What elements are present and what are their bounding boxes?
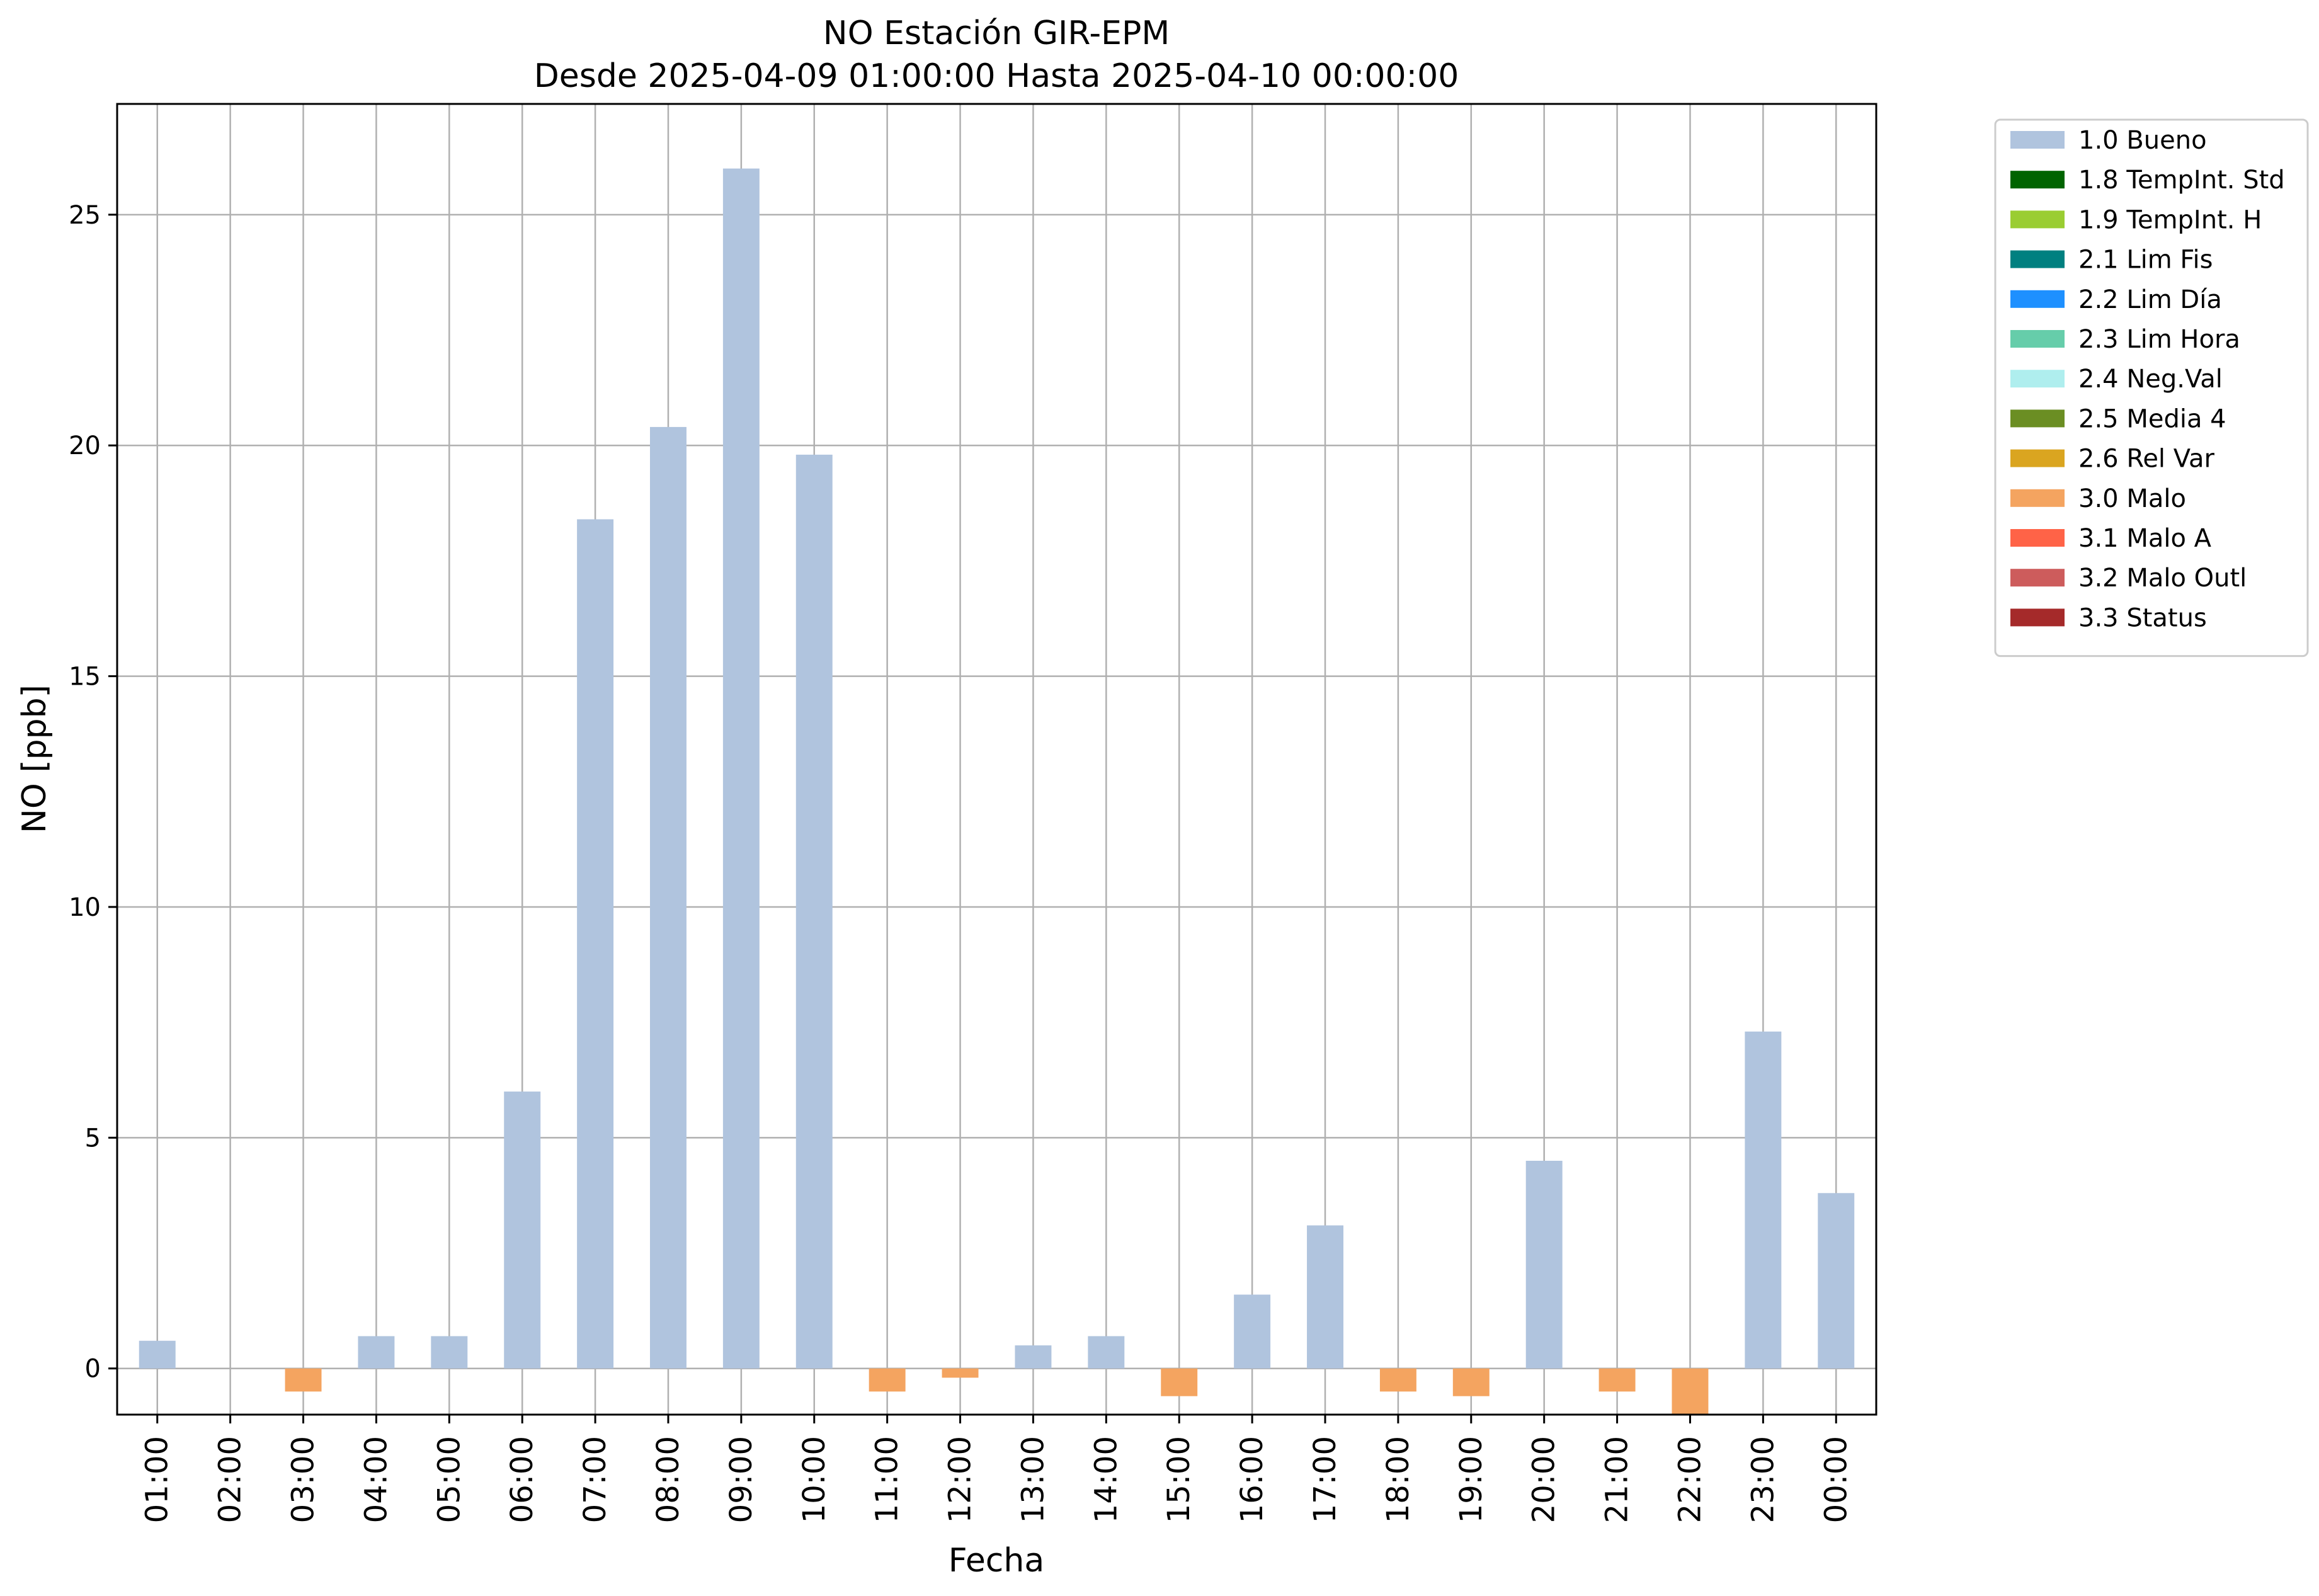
legend-label: 2.6 Rel Var bbox=[2078, 445, 2215, 474]
legend-swatch bbox=[2010, 370, 2065, 388]
chart-title: NO Estación GIR-EPM bbox=[823, 14, 1170, 52]
x-tick-label: 09:00 bbox=[724, 1436, 759, 1523]
x-axis-ticks: 01:00 02:00 03:00 04:00 05:00 06:00 07:00 08:00… bbox=[140, 1415, 1854, 1523]
bar-1300 bbox=[1015, 1345, 1052, 1369]
bar-1400 bbox=[1088, 1336, 1125, 1369]
bar-2000 bbox=[1525, 1160, 1563, 1369]
x-tick-label: 14:00 bbox=[1088, 1436, 1124, 1523]
x-tick-label: 15:00 bbox=[1161, 1436, 1197, 1523]
bar-0400 bbox=[358, 1336, 395, 1369]
legend-label: 1.0 Bueno bbox=[2078, 126, 2207, 155]
bar-0500 bbox=[431, 1336, 468, 1369]
y-tick-label: 15 bbox=[69, 663, 101, 692]
x-tick-label: 21:00 bbox=[1600, 1436, 1635, 1523]
legend-frame bbox=[1994, 118, 2309, 658]
x-tick-label: 16:00 bbox=[1234, 1436, 1270, 1523]
x-tick-label: 08:00 bbox=[651, 1436, 686, 1523]
x-tick-label: 03:00 bbox=[286, 1436, 321, 1523]
x-tick-label: 19:00 bbox=[1454, 1436, 1489, 1523]
legend-swatch bbox=[2010, 409, 2065, 428]
legend-swatch bbox=[2010, 330, 2065, 348]
legend-label: 3.1 Malo A bbox=[2078, 524, 2212, 553]
legend-label: 2.4 Neg.Val bbox=[2078, 365, 2223, 394]
x-tick-label: 22:00 bbox=[1672, 1436, 1707, 1523]
legend-swatch bbox=[2010, 608, 2065, 627]
bar-0300 bbox=[285, 1368, 322, 1392]
y-axis-label: NO [ppb] bbox=[16, 685, 54, 833]
legend-label: 1.9 TempInt. H bbox=[2078, 205, 2262, 234]
bar-1800 bbox=[1379, 1368, 1416, 1392]
bar-0000 bbox=[1818, 1193, 1855, 1369]
bar-1000 bbox=[795, 454, 833, 1369]
y-tick-label: 25 bbox=[69, 201, 101, 230]
bar-1100 bbox=[869, 1368, 906, 1392]
x-tick-label: 12:00 bbox=[943, 1436, 978, 1523]
bar-1700 bbox=[1307, 1225, 1343, 1369]
x-tick-label: 17:00 bbox=[1308, 1436, 1343, 1523]
legend-label: 1.8 TempInt. Std bbox=[2078, 166, 2285, 195]
bar-0700 bbox=[577, 519, 614, 1369]
bar-0900 bbox=[722, 168, 760, 1369]
x-tick-label: 05:00 bbox=[431, 1436, 467, 1523]
legend-swatch bbox=[2010, 210, 2065, 229]
bar-2300 bbox=[1745, 1031, 1782, 1369]
x-tick-label: 10:00 bbox=[797, 1436, 832, 1523]
y-tick-label: 10 bbox=[69, 893, 101, 922]
legend-swatch bbox=[2010, 250, 2065, 268]
legend-label: 3.2 Malo Outl bbox=[2078, 564, 2247, 593]
legend-swatch bbox=[2010, 131, 2065, 149]
bar-0100 bbox=[139, 1340, 176, 1369]
bar-2200 bbox=[1672, 1368, 1709, 1415]
x-tick-label: 20:00 bbox=[1527, 1436, 1562, 1523]
x-tick-label: 13:00 bbox=[1015, 1436, 1051, 1523]
legend-swatch bbox=[2010, 171, 2065, 189]
legend: 1.0 Bueno 1.8 TempInt. Std 1.9 TempInt. H 2… bbox=[1994, 118, 2309, 658]
plot-frame bbox=[116, 103, 1877, 1416]
legend-swatch bbox=[2010, 489, 2065, 507]
legend-swatch bbox=[2010, 569, 2065, 587]
x-tick-label: 02:00 bbox=[213, 1436, 248, 1523]
x-tick-label: 11:00 bbox=[870, 1436, 905, 1523]
x-tick-label: 06:00 bbox=[504, 1436, 540, 1523]
legend-label: 2.2 Lim Día bbox=[2078, 285, 2222, 314]
bar-1600 bbox=[1234, 1294, 1271, 1369]
bar-2100 bbox=[1598, 1368, 1636, 1392]
legend-label: 2.1 Lim Fis bbox=[2078, 246, 2213, 275]
bar-0600 bbox=[504, 1092, 541, 1369]
x-tick-label: 18:00 bbox=[1381, 1436, 1416, 1523]
legend-swatch bbox=[2010, 290, 2065, 308]
bars bbox=[139, 168, 1855, 1415]
y-tick-label: 5 bbox=[85, 1124, 101, 1153]
y-tick-label: 20 bbox=[69, 431, 101, 460]
bar-1500 bbox=[1161, 1368, 1198, 1396]
grid bbox=[117, 104, 1876, 1415]
chart-subtitle: Desde 2025-04-09 01:00:00 Hasta 2025-04-… bbox=[534, 57, 1459, 95]
x-tick-label: 01:00 bbox=[140, 1436, 175, 1523]
x-tick-label: 23:00 bbox=[1745, 1436, 1781, 1523]
bar-0800 bbox=[650, 426, 687, 1369]
legend-label: 3.3 Status bbox=[2078, 603, 2207, 632]
x-axis-label: Fecha bbox=[949, 1542, 1044, 1580]
legend-label: 2.5 Media 4 bbox=[2078, 404, 2226, 433]
legend-label: 3.0 Malo bbox=[2078, 484, 2186, 513]
legend-swatch bbox=[2010, 529, 2065, 547]
legend-label: 2.3 Lim Hora bbox=[2078, 325, 2240, 354]
y-tick-label: 0 bbox=[85, 1355, 101, 1384]
y-axis-ticks: 0 5 10 15 20 25 bbox=[69, 201, 117, 1384]
bar-1900 bbox=[1452, 1368, 1490, 1396]
x-tick-label: 04:00 bbox=[358, 1436, 394, 1523]
x-tick-label: 07:00 bbox=[578, 1436, 613, 1523]
legend-swatch bbox=[2010, 449, 2065, 467]
x-tick-label: 00:00 bbox=[1818, 1436, 1854, 1523]
bar-1200 bbox=[942, 1368, 979, 1378]
